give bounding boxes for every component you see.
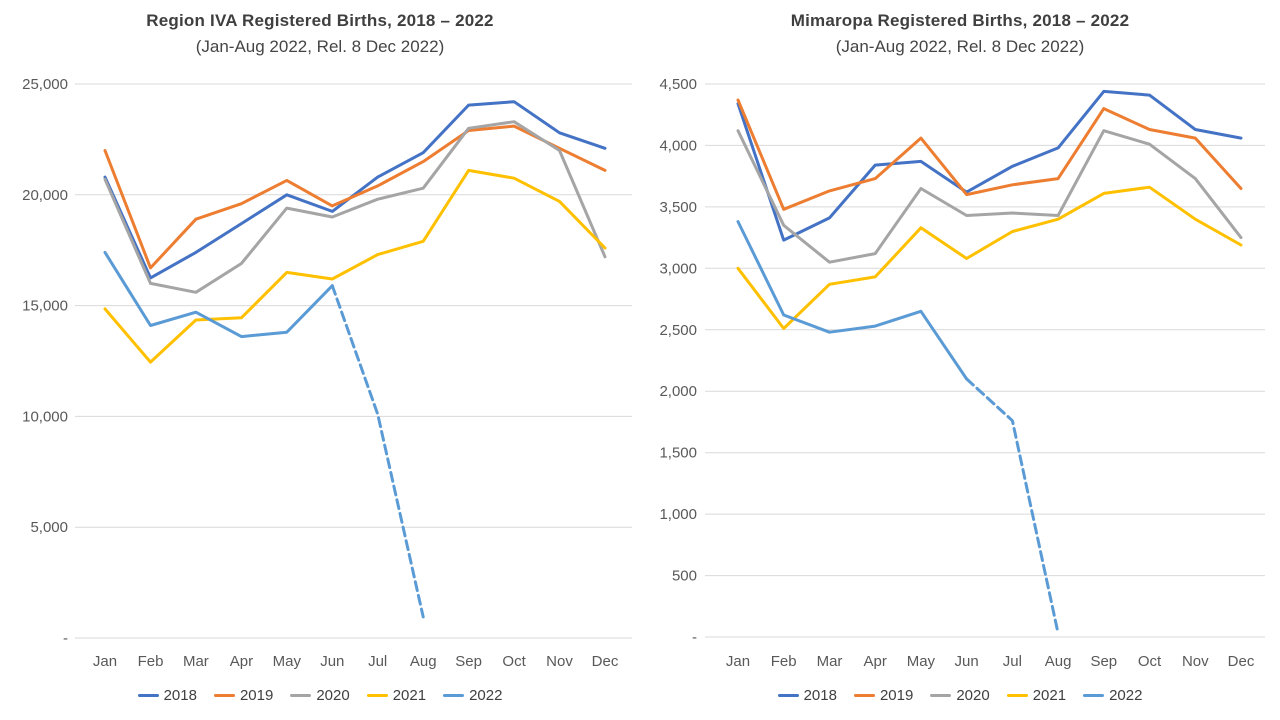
y-tick-label: 4,500	[659, 76, 697, 93]
legend-label: 2020	[316, 687, 350, 704]
y-tick-label: 15,000	[22, 298, 68, 315]
legend-label: 2018	[803, 687, 837, 704]
legend-label: 2022	[469, 687, 503, 704]
legend-item-2022: 2022	[443, 687, 502, 704]
series-line-2018	[736, 89, 1243, 242]
x-tick-label: Apr	[864, 653, 887, 670]
y-tick-label: 1,500	[659, 445, 697, 462]
y-tick-label: 20,000	[22, 187, 68, 204]
series-line-2022-dashed	[330, 284, 425, 619]
series-line-2020	[736, 129, 1243, 264]
x-tick-label: Jul	[1003, 653, 1022, 670]
series-line-2020	[103, 120, 607, 294]
y-tick-label: -	[63, 630, 68, 647]
mimaropa-plot-canvas: - 500 1,000 1,500 2,000 2,500 3,000 3,500 4,000 4…	[659, 76, 1265, 670]
x-tick-label: Dec	[1228, 653, 1255, 670]
legend-item-2021: 2021	[1006, 687, 1067, 704]
legend-label: 2022	[1109, 687, 1143, 704]
x-tick-label: Mar	[817, 653, 843, 670]
y-tick-label: 500	[672, 568, 697, 585]
legend-mimaropa: 2018 2019 2020 2021 2022	[640, 687, 1280, 704]
series-line-2022	[103, 250, 334, 339]
x-tick-label: Aug	[1045, 653, 1072, 670]
chart-subtitle-mimaropa: (Jan-Aug 2022, Rel. 8 Dec 2022)	[835, 37, 1085, 56]
y-tick-label: 3,000	[659, 260, 697, 277]
chart-title-region-iva: Region IVA Registered Births, 2018 – 202…	[146, 11, 494, 30]
legend-swatch-2020	[930, 694, 952, 697]
legend-swatch-2018	[137, 694, 159, 697]
x-tick-label: Sep	[1090, 653, 1117, 670]
series-line-2019	[103, 124, 607, 270]
x-tick-label: Jul	[368, 653, 387, 670]
x-tick-label: Nov	[1182, 653, 1209, 670]
legend-swatch-2019	[853, 694, 875, 697]
series-line-2018	[103, 100, 607, 280]
legend-item-2019: 2019	[853, 687, 914, 704]
legend-item-2022: 2022	[1083, 687, 1142, 704]
legend-swatch-2018	[777, 694, 799, 697]
x-tick-label: Jan	[726, 653, 750, 670]
y-tick-label: 5,000	[30, 519, 68, 536]
x-tick-label: Mar	[183, 653, 209, 670]
legend-item-2020: 2020	[290, 687, 350, 704]
x-tick-label: Oct	[1138, 653, 1162, 670]
x-tick-label: Oct	[502, 653, 526, 670]
x-tick-label: Nov	[546, 653, 573, 670]
legend-label: 2019	[879, 687, 914, 704]
series-line-2021	[736, 185, 1243, 330]
region-iva-plot-canvas: - 5,000 10,000 15,000 20,000 25,000 Jan Feb Mar A…	[22, 76, 632, 670]
legend-item-2018: 2018	[777, 687, 837, 704]
x-tick-label: Feb	[771, 653, 797, 670]
x-tick-label: Aug	[410, 653, 437, 670]
y-tick-label: 10,000	[22, 408, 68, 425]
legend-swatch-2019	[213, 694, 235, 697]
series-line-2022-dashed	[965, 377, 1060, 635]
x-tick-label: Apr	[230, 653, 253, 670]
legend-swatch-2022	[1083, 694, 1105, 697]
region-iva-chart-figure: Region IVA Registered Births, 2018 – 202…	[0, 11, 640, 704]
series-line-2022	[736, 220, 969, 381]
legend-swatch-2022	[443, 694, 465, 697]
series-line-2019	[736, 98, 1243, 211]
chart-title-mimaropa: Mimaropa Registered Births, 2018 – 2022	[790, 11, 1130, 30]
legend-label: 2021	[1032, 687, 1067, 704]
y-tick-label: 2,500	[659, 322, 697, 339]
x-tick-label: Sep	[455, 653, 482, 670]
y-tick-label: 4,000	[659, 137, 697, 154]
x-tick-label: Dec	[592, 653, 619, 670]
legend-item-2021: 2021	[366, 687, 427, 704]
chart-subtitle-region-iva: (Jan-Aug 2022, Rel. 8 Dec 2022)	[195, 37, 445, 56]
legend-swatch-2021	[1006, 694, 1028, 697]
x-tick-label: Jun	[955, 653, 979, 670]
x-tick-label: Jun	[320, 653, 344, 670]
legend-item-2020: 2020	[930, 687, 990, 704]
legend-item-2019: 2019	[213, 687, 274, 704]
y-tick-label: 25,000	[22, 76, 68, 93]
legend-item-2018: 2018	[137, 687, 197, 704]
series-line-2021	[103, 168, 607, 364]
x-tick-label: Feb	[138, 653, 164, 670]
legend-label: 2019	[239, 687, 274, 704]
legend-swatch-2020	[290, 694, 312, 697]
x-tick-label: May	[273, 653, 302, 670]
legend-label: 2021	[392, 687, 427, 704]
mimaropa-chart-figure: Mimaropa Registered Births, 2018 – 2022 …	[640, 0, 1280, 720]
y-tick-label: 3,500	[659, 199, 697, 216]
legend-label: 2020	[956, 687, 990, 704]
y-tick-label: 2,000	[659, 383, 697, 400]
x-tick-label: Jan	[93, 653, 117, 670]
legend-swatch-2021	[366, 694, 388, 697]
x-tick-label: May	[907, 653, 936, 670]
y-tick-label: 1,000	[659, 506, 697, 523]
legend-region-iva: 2018 2019 2020 2021 2022	[0, 687, 640, 704]
legend-label: 2018	[163, 687, 197, 704]
y-tick-label: -	[692, 629, 697, 646]
